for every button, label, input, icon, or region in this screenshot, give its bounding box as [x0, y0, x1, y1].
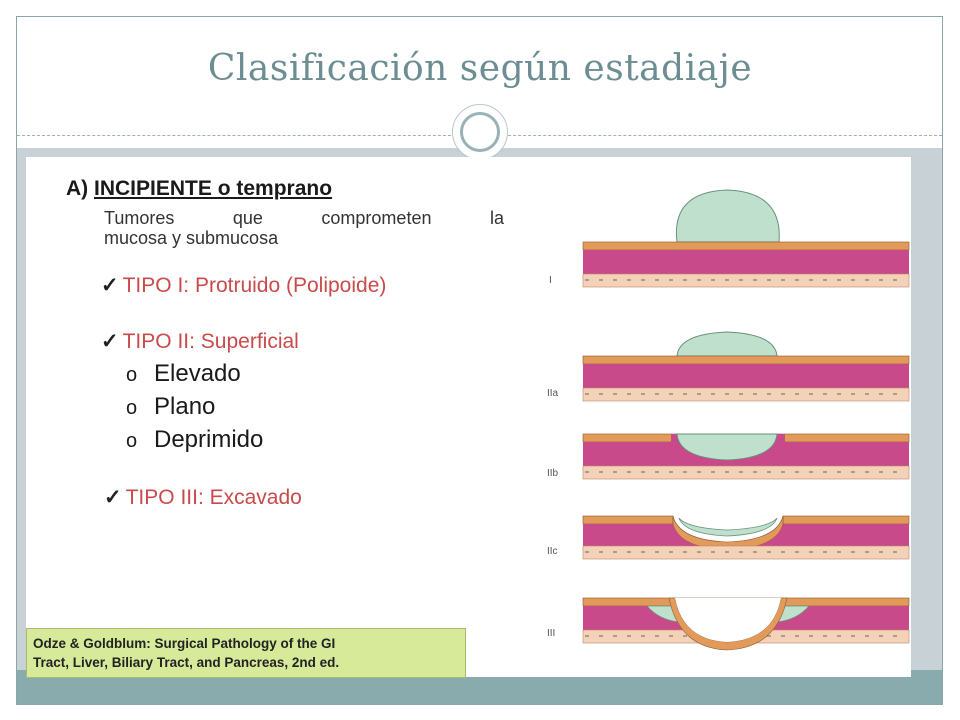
type-label: TIPO I: Protruido (Polipoide) — [122, 274, 387, 297]
subtype-label: Deprimido — [154, 426, 264, 453]
bullet-icon: o — [126, 430, 138, 452]
check-icon: ✓ — [104, 486, 122, 509]
diagram-type-iic: IIc — [547, 515, 910, 560]
diagram-type-iib: IIb — [547, 433, 910, 480]
type-label: TIPO III: Excavado — [125, 486, 302, 509]
staging-diagram: I IIa IIb I — [547, 189, 910, 651]
heading-text: INCIPIENTE o temprano — [94, 177, 333, 200]
figure-heading: A) INCIPIENTE o temprano — [66, 177, 332, 201]
check-icon: ✓ — [101, 330, 119, 353]
diagram-label-i: I — [549, 275, 552, 286]
diagram-label-iia: IIa — [547, 388, 559, 399]
bullet-icon: o — [126, 364, 138, 386]
description-line-1: Tumores que comprometen la — [104, 208, 504, 228]
type-item-1: ✓ TIPO I: Protruido (Polipoide) — [101, 273, 386, 298]
bullet-icon: o — [126, 397, 138, 419]
check-icon: ✓ — [101, 274, 119, 297]
subtype-item-3: o Deprimido — [126, 426, 263, 454]
circle-ornament-icon — [452, 104, 508, 160]
diagram-label-iii: III — [547, 628, 555, 639]
slide-title: Clasificación según estadiaje — [207, 48, 753, 89]
diagram-label-iib: IIb — [547, 468, 559, 479]
type-label: TIPO II: Superficial — [122, 330, 299, 353]
diagram-type-iii: III — [547, 597, 910, 651]
figure-image: A) INCIPIENTE o temprano Tumores que com… — [26, 157, 911, 678]
description-line-2: mucosa y submucosa — [104, 228, 279, 248]
subtype-label: Elevado — [154, 360, 241, 387]
diagram-type-iia: IIa — [547, 331, 910, 402]
subtype-item-1: o Elevado — [126, 360, 241, 388]
heading-prefix: A) — [66, 177, 89, 200]
reference-box: Odze & Goldblum: Surgical Pathology of t… — [26, 628, 466, 678]
subtype-label: Plano — [154, 393, 216, 420]
reference-line-1: Odze & Goldblum: Surgical Pathology of t… — [33, 636, 336, 651]
subtype-item-2: o Plano — [126, 393, 215, 421]
diagram-type-i: I — [549, 189, 910, 288]
type-item-2: ✓ TIPO II: Superficial — [101, 329, 299, 354]
type-item-3: ✓ TIPO III: Excavado — [104, 485, 302, 510]
reference-line-2: Tract, Liver, Biliary Tract, and Pancrea… — [33, 655, 340, 670]
diagram-label-iic: IIc — [547, 546, 558, 557]
